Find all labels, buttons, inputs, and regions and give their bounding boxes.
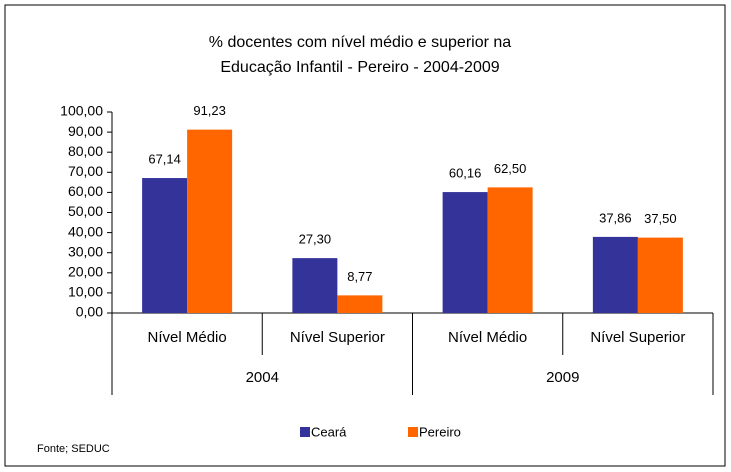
bar — [292, 258, 338, 313]
x-tick-label: Nível Médio — [148, 329, 227, 346]
x-tick-label: Nível Médio — [448, 329, 527, 346]
bar — [592, 236, 638, 313]
legend-label: Ceará — [311, 424, 347, 439]
y-tick-label: 50,00 — [68, 203, 103, 219]
y-tick-label: 0,00 — [76, 304, 103, 320]
x-tick-label: Nível Superior — [590, 329, 685, 346]
bar — [142, 178, 188, 313]
chart-border — [4, 4, 726, 467]
value-label: 27,30 — [299, 232, 332, 247]
y-tick-label: 20,00 — [68, 264, 103, 280]
chart-title: % docentes com nível médio e superior na — [209, 34, 511, 51]
legend-swatch — [408, 427, 418, 437]
value-label: 37,50 — [644, 211, 677, 226]
group-label: 2009 — [546, 369, 579, 386]
bar — [487, 187, 533, 313]
bar — [637, 237, 683, 313]
bar — [442, 192, 488, 313]
y-tick-label: 80,00 — [68, 143, 103, 159]
y-tick-label: 30,00 — [68, 243, 103, 259]
source-note: Fonte; SEDUC — [37, 443, 110, 455]
y-tick-label: 70,00 — [68, 163, 103, 179]
y-tick-label: 60,00 — [68, 183, 103, 199]
chart-title: Educação Infantil - Pereiro - 2004-2009 — [220, 59, 499, 76]
y-tick-label: 90,00 — [68, 123, 103, 139]
y-tick-label: 40,00 — [68, 223, 103, 239]
value-label: 91,23 — [193, 103, 226, 118]
value-label: 37,86 — [599, 210, 632, 225]
group-label: 2004 — [246, 369, 279, 386]
x-tick-label: Nível Superior — [290, 329, 385, 346]
value-label: 8,77 — [347, 269, 372, 284]
bar — [337, 295, 383, 313]
bar — [187, 129, 233, 313]
value-label: 60,16 — [449, 166, 482, 181]
value-label: 67,14 — [148, 151, 181, 166]
legend-swatch — [300, 427, 310, 437]
y-tick-label: 100,00 — [60, 103, 103, 119]
legend-label: Pereiro — [419, 424, 461, 439]
value-label: 62,50 — [494, 161, 527, 176]
y-tick-label: 10,00 — [68, 284, 103, 300]
